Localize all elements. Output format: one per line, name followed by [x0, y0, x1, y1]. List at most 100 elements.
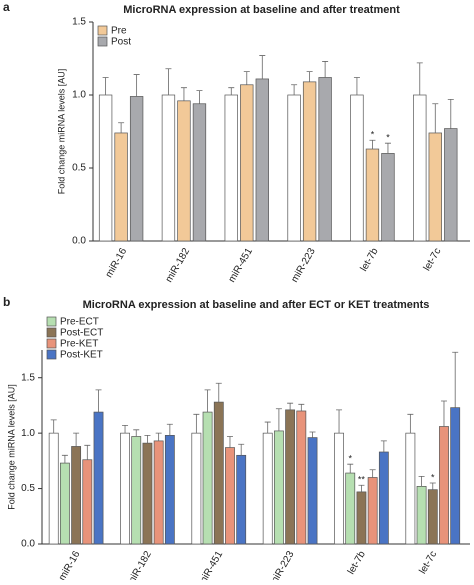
y-tick-label: 0.5 — [72, 163, 86, 174]
bar — [350, 94, 364, 242]
bar — [192, 103, 207, 242]
x-tick-label: miR-182 — [164, 246, 193, 285]
error-bar — [193, 413, 200, 434]
panel-label: b — [3, 295, 10, 309]
error-bar — [298, 403, 305, 411]
bar — [365, 148, 380, 242]
x-tick-label: let-7b — [346, 549, 368, 577]
error-bar — [238, 443, 245, 456]
bar — [255, 78, 269, 242]
bar — [381, 153, 395, 242]
bar — [413, 94, 427, 242]
error-bar — [347, 463, 354, 474]
bar — [439, 426, 449, 545]
bar — [120, 432, 130, 545]
error-bar — [358, 484, 365, 492]
legend-label: Post-KET — [60, 350, 103, 361]
error-bar — [180, 87, 187, 101]
error-bar — [447, 98, 454, 129]
error-bar — [50, 419, 57, 434]
bar — [93, 411, 104, 545]
x-tick-label: miR-223 — [268, 549, 297, 580]
error-bar — [369, 469, 376, 478]
error-bar — [228, 87, 235, 95]
legend-swatch — [97, 36, 108, 47]
error-bar — [418, 475, 425, 487]
error-bar — [309, 431, 316, 438]
bar — [262, 432, 273, 545]
significance-mark: * — [386, 133, 390, 143]
legend-swatch — [46, 349, 57, 360]
error-bar — [291, 84, 298, 95]
y-axis-label: Fold change miRNA levels [AU] — [6, 384, 16, 510]
error-bar — [336, 409, 343, 434]
bar — [161, 94, 176, 242]
legend-swatch — [97, 25, 108, 36]
y-tick-label: 1.0 — [72, 90, 86, 101]
legend-label: Post-ECT — [60, 328, 103, 339]
error-bar — [306, 71, 313, 82]
significance-mark: * — [431, 472, 435, 482]
panel-label: a — [3, 0, 10, 14]
y-tick-label: 0.0 — [72, 236, 86, 247]
error-bar — [196, 90, 203, 104]
error-bar — [322, 61, 329, 78]
bar — [450, 407, 461, 545]
bar — [142, 442, 153, 545]
y-tick-label: 1.5 — [21, 372, 35, 383]
error-bar — [264, 421, 271, 434]
x-tick-label: miR-16 — [57, 549, 83, 580]
x-tick-label: miR-16 — [104, 246, 130, 280]
x-tick-label: miR-451 — [197, 549, 226, 580]
error-bar — [215, 382, 222, 403]
y-axis-label: Fold change miRNA levels [AU] — [56, 69, 66, 195]
error-bar — [95, 389, 102, 413]
error-bar — [416, 62, 423, 95]
bar — [129, 96, 144, 242]
bar — [164, 435, 175, 545]
bar — [367, 477, 378, 545]
bar — [334, 432, 344, 545]
error-bar — [287, 402, 294, 410]
bar — [202, 411, 213, 545]
error-bar — [440, 400, 447, 427]
bar — [191, 432, 202, 545]
error-bar — [259, 55, 266, 79]
error-bar — [133, 74, 140, 97]
error-bar — [380, 440, 387, 452]
bar — [405, 432, 416, 545]
error-bar — [84, 444, 91, 460]
error-bar — [432, 103, 439, 133]
legend-swatch — [46, 327, 57, 338]
bar — [318, 77, 332, 242]
bar — [285, 409, 296, 545]
error-bar — [118, 122, 125, 133]
error-bar — [384, 142, 391, 154]
bar — [177, 100, 191, 242]
bar — [131, 436, 142, 545]
bar — [98, 94, 113, 242]
bar — [296, 410, 307, 545]
error-bar — [73, 432, 80, 447]
x-tick-label: miR-223 — [289, 246, 318, 285]
legend-label: Post — [111, 37, 131, 48]
bar — [114, 132, 128, 242]
chart-title: MicroRNA expression at baseline and afte… — [83, 299, 430, 311]
error-bar — [166, 423, 173, 436]
bar — [302, 81, 317, 242]
bar — [287, 94, 301, 242]
bar — [71, 446, 82, 545]
x-tick-label: miR-182 — [125, 549, 154, 580]
bar — [307, 437, 318, 545]
legend-swatch — [46, 338, 57, 349]
bar — [273, 430, 284, 545]
error-bar — [452, 351, 459, 408]
legend-swatch — [46, 316, 57, 327]
bar — [224, 94, 238, 242]
bar — [416, 486, 427, 545]
error-bar — [226, 436, 233, 448]
bar — [444, 128, 458, 242]
x-tick-label: let-7c — [417, 549, 439, 576]
y-tick-label: 0.5 — [21, 483, 35, 494]
